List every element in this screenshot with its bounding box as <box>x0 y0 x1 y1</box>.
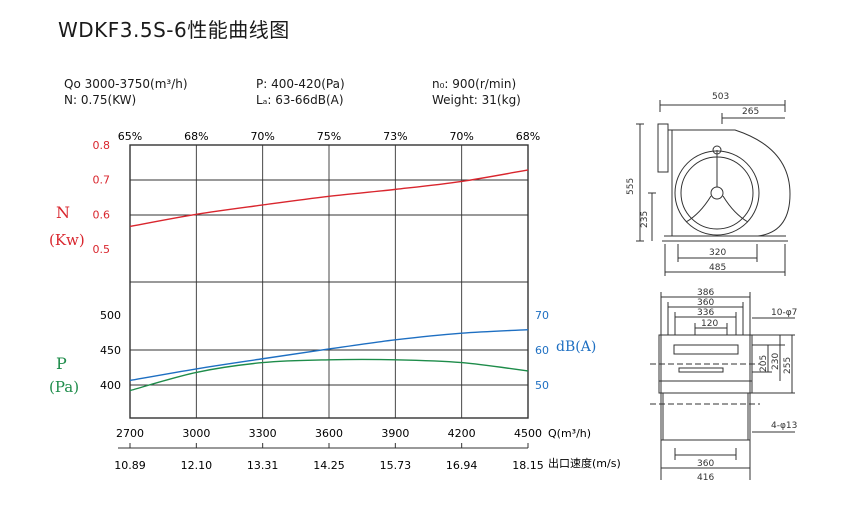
power-tick-label: 0.8 <box>93 139 111 152</box>
noise-tick-label: 70 <box>535 309 549 322</box>
efficiency-tick-label: 70% <box>250 130 274 143</box>
velocity-tick-label: 15.73 <box>380 459 412 472</box>
velocity-tick-label: 13.31 <box>247 459 279 472</box>
page-title: WDKF3.5S-6性能曲线图 <box>58 18 290 42</box>
dim-front-205: 205 <box>759 355 769 372</box>
efficiency-tick-label: 65% <box>118 130 142 143</box>
pressure-tick-label: 450 <box>100 344 121 357</box>
dim-front-336: 336 <box>697 308 714 318</box>
efficiency-tick-label: 70% <box>449 130 473 143</box>
spec-pressure: P: 400-420(Pa) <box>256 77 345 91</box>
x-tick-label: 3900 <box>381 427 409 440</box>
dim-height: 555 <box>626 178 636 195</box>
fan-front-view-drawing <box>650 292 795 480</box>
pressure-curve <box>129 358 529 392</box>
pressure-axis-label: P <box>56 354 67 373</box>
x-tick-label: 3300 <box>249 427 277 440</box>
power-axis-label: N <box>56 203 70 222</box>
dim-foot-inner: 320 <box>709 248 726 258</box>
chart-grid <box>118 144 529 449</box>
dim-half-width: 265 <box>742 107 759 117</box>
power-tick-label: 0.5 <box>93 243 111 256</box>
spec-noise: Lₐ: 63-66dB(A) <box>256 93 344 107</box>
dim-base-inner: 360 <box>697 459 714 469</box>
holes-top-label: 10-φ7 <box>771 308 797 318</box>
efficiency-tick-label: 75% <box>317 130 341 143</box>
dim-front-360: 360 <box>697 298 714 308</box>
efficiency-tick-label: 68% <box>516 130 540 143</box>
front-view-dimensions: 386 360 336 120 205 230 255 10-φ7 4-φ13 … <box>697 288 797 483</box>
dim-front-120: 120 <box>701 319 718 329</box>
velocity-tick-label: 10.89 <box>114 459 146 472</box>
x-tick-label: 3600 <box>315 427 343 440</box>
pressure-axis-unit: (Pa) <box>49 378 79 396</box>
power-tick-label: 0.7 <box>93 174 111 187</box>
chart-series <box>129 169 529 392</box>
x2-axis-label: 出口速度(m/s) <box>548 456 621 470</box>
noise-axis-label: dB(A) <box>556 339 596 355</box>
efficiency-tick-label: 73% <box>383 130 407 143</box>
noise-tick-label: 50 <box>535 379 549 392</box>
holes-bottom-label: 4-φ13 <box>771 421 797 431</box>
velocity-tick-label: 16.94 <box>446 459 478 472</box>
pressure-tick-label: 500 <box>100 309 121 322</box>
dim-base-outer: 416 <box>697 473 714 483</box>
spec-power: N: 0.75(KW) <box>64 93 137 107</box>
power-curve <box>129 169 529 228</box>
velocity-tick-label: 14.25 <box>313 459 345 472</box>
fan-side-view-drawing <box>636 100 791 276</box>
noise-curve <box>129 329 529 382</box>
power-tick-label: 0.6 <box>93 208 111 221</box>
noise-tick-label: 60 <box>535 344 549 357</box>
dim-front-386: 386 <box>697 288 714 298</box>
side-view-dimensions: 503 265 555 235 320 485 <box>626 92 759 273</box>
x-tick-label: 4200 <box>448 427 476 440</box>
chart-tick-labels: 2700 3000 3300 3600 3900 4200 4500 10.89 12.10 13… <box>93 130 550 472</box>
x-tick-label: 3000 <box>182 427 210 440</box>
velocity-tick-label: 18.15 <box>512 459 544 472</box>
dim-front-230: 230 <box>771 353 781 370</box>
spec-speed: n₀: 900(r/min) <box>432 77 517 91</box>
x-axis-label: Q(m³/h) <box>548 427 591 440</box>
dim-center-height: 235 <box>640 211 650 228</box>
power-axis-unit: (Kw) <box>49 231 85 249</box>
efficiency-tick-label: 68% <box>184 130 208 143</box>
pressure-tick-label: 400 <box>100 379 121 392</box>
spec-weight: Weight: 31(kg) <box>432 93 521 107</box>
x-tick-label: 4500 <box>514 427 542 440</box>
dim-overall-width: 503 <box>712 92 729 102</box>
spec-airflow: Qo 3000-3750(m³/h) <box>64 77 188 91</box>
velocity-tick-label: 12.10 <box>181 459 213 472</box>
dim-front-255: 255 <box>783 357 793 374</box>
dim-foot-outer: 485 <box>709 263 726 273</box>
x-tick-label: 2700 <box>116 427 144 440</box>
